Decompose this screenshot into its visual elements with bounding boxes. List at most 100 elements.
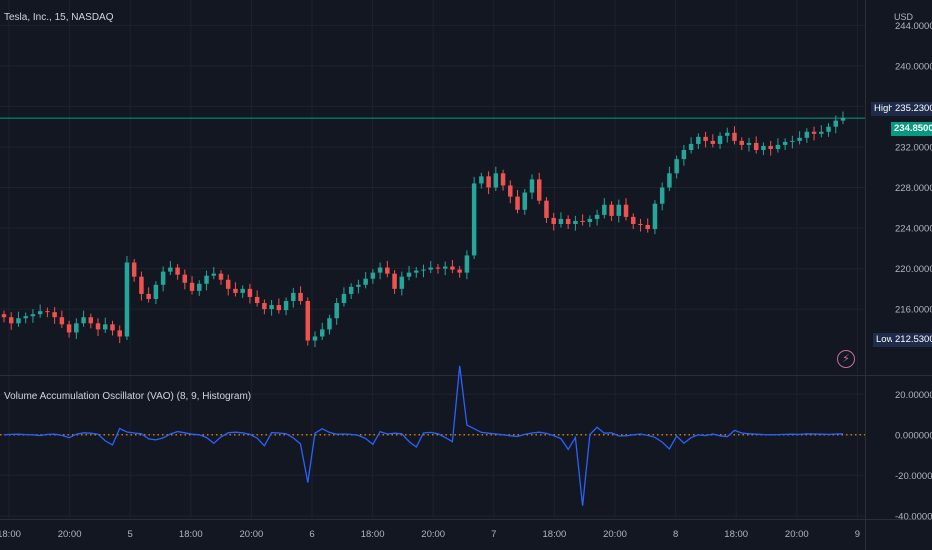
candle-body (124, 262, 130, 337)
oscillator-axis-tick: 20.000000 (895, 390, 932, 401)
candle-body (139, 276, 144, 294)
time-axis-tick: 20:00 (785, 529, 809, 540)
candle-body (131, 262, 137, 277)
time-axis-tick: 18:00 (179, 529, 203, 540)
candle-body (74, 323, 79, 333)
price-axis-tick: 240.000000 (895, 61, 932, 72)
candle-body (233, 288, 238, 293)
time-axis-tick: 18:00 (0, 529, 21, 540)
candle-body (797, 137, 802, 141)
candle-body (435, 267, 441, 269)
candle-body (739, 140, 744, 145)
candle-body (421, 269, 426, 271)
time-axis-tick: 9 (855, 529, 860, 540)
candle-body (276, 305, 282, 311)
candle-body (211, 273, 216, 276)
candle-body (486, 176, 491, 188)
candle-body (399, 276, 405, 289)
indicator-title[interactable]: Volume Accumulation Oscillator (VAO) (8,… (4, 391, 252, 402)
candle-body (1, 314, 7, 318)
currency-label: USD (894, 12, 914, 22)
candle-body (674, 159, 679, 174)
candle-body (370, 272, 376, 279)
candle-body (623, 204, 629, 217)
candle-body (262, 303, 267, 310)
candle-body (88, 317, 94, 324)
candle-body (103, 324, 108, 330)
time-axis-tick: 20:00 (421, 529, 445, 540)
candle-body (16, 318, 21, 324)
candle-body (312, 336, 318, 341)
candle-body (298, 292, 303, 302)
candle-body (356, 284, 361, 287)
price-axis-tick: 244.000000 (895, 21, 932, 32)
candle-body (493, 173, 499, 188)
time-axis-tick: 18:00 (361, 529, 385, 540)
candle-body (775, 144, 781, 149)
candle-body (23, 316, 28, 319)
candle-body (45, 311, 50, 313)
candle-body (189, 282, 195, 291)
candle-body (291, 292, 296, 302)
candle-body (197, 283, 202, 291)
candle-body (500, 173, 506, 186)
candle-body (790, 140, 795, 142)
candle-body (544, 200, 549, 218)
candle-body (377, 267, 383, 273)
candle-body (305, 301, 311, 341)
candle-body (819, 131, 824, 134)
candle-body (319, 329, 325, 337)
candle-body (428, 267, 433, 270)
candle-body (761, 145, 766, 150)
time-axis-tick: 20:00 (603, 529, 627, 540)
high-label: High (871, 102, 897, 116)
candle-body (464, 255, 470, 273)
candle-body (327, 318, 332, 330)
candle-body (160, 271, 166, 285)
time-axis-tick: 18:00 (724, 529, 748, 540)
candle-body (508, 185, 513, 197)
oscillator-axis-tick: -40.000000 (895, 511, 932, 522)
candle-body (638, 223, 643, 225)
candle-body (565, 218, 571, 224)
candle-body (110, 324, 115, 331)
candle-body (811, 131, 817, 134)
candle-body (826, 126, 831, 132)
candle-body (551, 217, 556, 224)
candle-body (385, 267, 390, 274)
candle-body (703, 136, 708, 141)
symbol-title: Tesla, Inc., 15, NASDAQ (4, 12, 114, 23)
candle-body (594, 214, 600, 219)
candle-body (182, 274, 188, 283)
candle-body (95, 323, 101, 330)
high-value-tag: 235.230000 (892, 102, 932, 116)
candle-body (573, 220, 578, 224)
oscillator-line (3, 365, 844, 506)
candle-body (240, 288, 245, 293)
candle-body (247, 288, 253, 297)
candle-body (348, 286, 354, 294)
price-axis-tick: 228.000000 (895, 183, 932, 194)
candle-body (30, 314, 36, 317)
candle-body (225, 279, 231, 289)
time-axis-tick: 6 (309, 529, 314, 540)
time-axis-tick: 18:00 (543, 529, 567, 540)
candle-body (645, 225, 650, 230)
oscillator-axis-tick: -20.000000 (895, 471, 932, 482)
candle-body (753, 142, 759, 150)
candle-body (8, 317, 14, 324)
candle-body (580, 220, 585, 222)
time-axis-tick: 7 (491, 529, 496, 540)
candle-body (688, 143, 694, 150)
candle-body (558, 218, 564, 224)
candle-body (717, 135, 723, 144)
candle-body (782, 141, 788, 145)
lightning-alert-icon[interactable]: ⚡ (837, 350, 855, 368)
candle-body (168, 267, 173, 272)
candle-body (667, 173, 672, 188)
price-axis-tick: 220.000000 (895, 264, 932, 275)
candle-body (392, 273, 397, 289)
candle-body (479, 176, 484, 184)
candle-body (283, 301, 289, 311)
